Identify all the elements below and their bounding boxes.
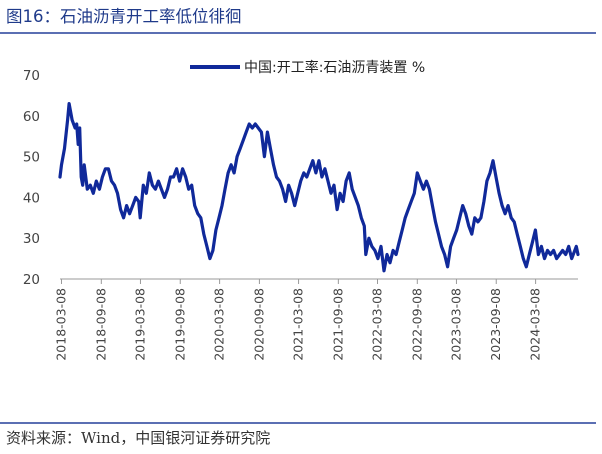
figure-title: 图16：石油沥青开工率低位徘徊 (6, 7, 242, 26)
x-tick-label: 2021-09-08 (330, 288, 345, 361)
line-chart: 20 30 40 50 60 70 2018-03-08 2018-09-08 2019-03… (23, 59, 580, 361)
y-tick-label: 50 (23, 150, 40, 166)
y-tick-label: 30 (23, 231, 40, 247)
series-line-asphalt-operating-rate (58, 101, 580, 273)
x-tick-label: 2018-03-08 (54, 288, 69, 361)
x-tick-label: 2020-09-08 (251, 288, 266, 361)
y-tick-label: 20 (23, 272, 40, 288)
x-tick-label: 2023-03-08 (448, 288, 463, 361)
x-tick-label: 2023-09-08 (488, 288, 503, 361)
x-tick-label: 2019-09-08 (172, 288, 187, 361)
legend-label: 中国:开工率:石油沥青装置 % (244, 59, 425, 76)
x-tick-label: 2020-03-08 (212, 288, 227, 361)
y-tick-label: 60 (23, 109, 40, 125)
source-note: 资料来源：Wind，中国银河证券研究院 (6, 429, 271, 447)
x-tick-label: 2022-03-08 (370, 288, 385, 361)
x-tick-label: 2018-09-08 (93, 288, 108, 361)
legend: 中国:开工率:石油沥青装置 % (190, 59, 425, 76)
top-rule (0, 32, 596, 34)
y-tick-label: 70 (23, 68, 40, 84)
x-tick-label: 2022-09-08 (409, 288, 424, 361)
bottom-rule (0, 422, 596, 424)
y-axis-ticks: 20 30 40 50 60 70 (23, 68, 40, 288)
x-tick-label: 2019-03-08 (132, 288, 147, 361)
x-tick-label: 2021-03-08 (291, 288, 306, 361)
x-tick-label: 2024-03-08 (528, 288, 543, 361)
x-axis-ticks: 2018-03-08 2018-09-08 2019-03-08 2019-09-08… (54, 279, 543, 361)
y-tick-label: 40 (23, 190, 40, 206)
